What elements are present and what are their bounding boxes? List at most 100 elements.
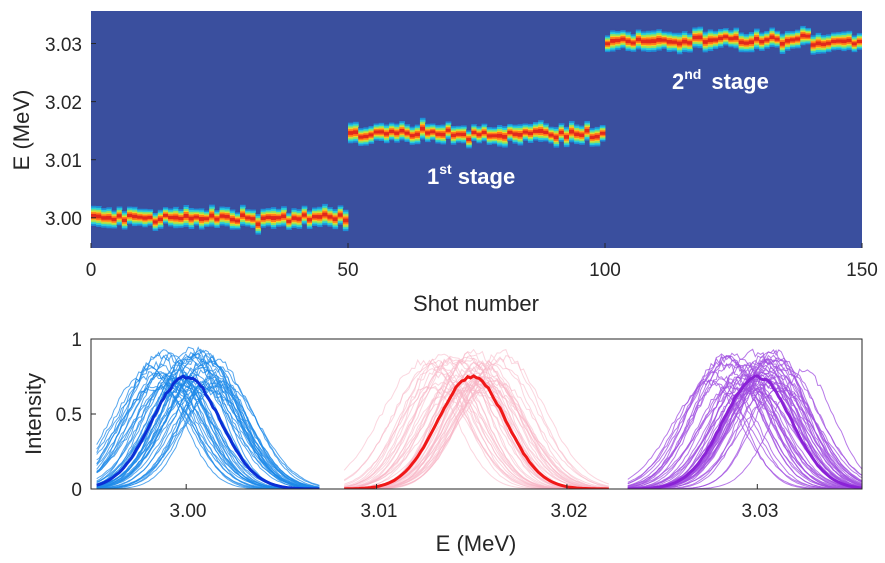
heatmap-cell bbox=[383, 137, 390, 139]
heatmap-cell bbox=[455, 138, 462, 140]
heatmap-cell bbox=[116, 211, 123, 213]
heatmap-cell bbox=[707, 42, 714, 45]
heatmap-cell bbox=[774, 29, 781, 31]
heatmap-cell bbox=[198, 225, 205, 227]
heatmap-cell bbox=[605, 47, 611, 50]
heatmap-cell bbox=[661, 36, 668, 38]
heatmap-cell bbox=[389, 127, 395, 130]
heatmap-cell bbox=[512, 134, 519, 136]
heatmap-cell bbox=[240, 209, 246, 211]
heatmap-cell bbox=[656, 33, 662, 36]
heatmap-cell bbox=[204, 224, 210, 227]
heatmap-cell bbox=[101, 218, 107, 220]
heatmap-cell bbox=[91, 206, 97, 208]
heatmap-cell bbox=[440, 129, 447, 131]
heatmap-cell bbox=[471, 135, 477, 138]
heatmap-cell bbox=[286, 211, 292, 213]
heatmap-cell bbox=[178, 215, 184, 217]
heatmap-cell bbox=[743, 46, 750, 48]
heatmap-cell bbox=[209, 217, 215, 219]
heatmap-cell bbox=[815, 40, 822, 42]
heatmap-cell bbox=[96, 223, 102, 225]
heatmap-cell bbox=[142, 210, 148, 213]
heatmap-cell bbox=[399, 131, 405, 133]
heatmap-cell bbox=[563, 126, 570, 128]
heatmap-cell bbox=[512, 143, 519, 145]
heatmap-cell bbox=[281, 222, 287, 224]
heatmap-cell bbox=[317, 210, 323, 212]
heatmap-cell bbox=[147, 220, 154, 222]
heatmap-cell bbox=[569, 136, 575, 138]
heatmap-cell bbox=[769, 45, 776, 47]
heatmap-cell bbox=[291, 217, 297, 220]
heatmap-cell bbox=[671, 46, 678, 49]
heatmap-cell bbox=[152, 219, 159, 222]
heatmap-cell bbox=[425, 132, 431, 134]
heatmap-cell bbox=[132, 214, 138, 216]
heatmap-cell bbox=[152, 220, 159, 222]
heatmap-cell bbox=[676, 34, 683, 36]
heatmap-cell bbox=[502, 134, 508, 136]
heatmap-cell bbox=[584, 124, 590, 127]
heatmap-cell bbox=[445, 127, 452, 129]
heatmap-cell bbox=[409, 136, 416, 139]
heatmap-cell bbox=[630, 49, 637, 51]
heatmap-cell bbox=[533, 123, 539, 125]
heatmap-cell bbox=[240, 207, 246, 209]
heatmap-cell bbox=[563, 129, 570, 131]
heatmap-cell bbox=[666, 31, 673, 33]
heatmap-cell bbox=[702, 42, 709, 44]
heatmap-cell bbox=[147, 211, 154, 213]
top-ytick-3.01: 3.01 bbox=[45, 151, 82, 172]
heatmap-cell bbox=[820, 37, 827, 39]
heatmap-cell bbox=[769, 31, 776, 33]
heatmap-cell bbox=[260, 226, 267, 228]
heatmap-cell bbox=[615, 41, 621, 43]
heatmap-cell bbox=[204, 211, 210, 213]
heatmap-cell bbox=[317, 208, 323, 210]
heatmap-cell bbox=[461, 139, 467, 141]
heatmap-cell bbox=[296, 215, 303, 218]
heatmap-cell bbox=[419, 128, 426, 130]
heatmap-cell bbox=[476, 138, 483, 140]
heatmap-cell bbox=[245, 218, 251, 220]
heatmap-cell bbox=[548, 126, 554, 128]
heatmap-cell bbox=[563, 130, 570, 132]
heatmap-cell bbox=[322, 219, 328, 222]
heatmap-cell bbox=[748, 39, 755, 42]
heatmap-cell bbox=[697, 26, 704, 28]
heatmap-cell bbox=[240, 218, 246, 221]
heatmap-cell bbox=[692, 33, 698, 35]
heatmap-cell bbox=[260, 227, 267, 229]
heatmap-cell bbox=[589, 142, 596, 144]
heatmap-cell bbox=[394, 129, 400, 131]
heatmap-cell bbox=[425, 125, 431, 127]
heatmap-cell bbox=[91, 221, 97, 224]
heatmap-cell bbox=[682, 42, 688, 44]
heatmap-cell bbox=[810, 36, 817, 38]
heatmap-cell bbox=[106, 217, 112, 219]
heatmap-cell bbox=[353, 129, 359, 131]
heatmap-cell bbox=[353, 134, 359, 137]
heatmap-cell bbox=[702, 41, 709, 43]
heatmap-cell bbox=[738, 50, 745, 52]
heatmap-cell bbox=[229, 211, 236, 214]
heatmap-cell bbox=[394, 123, 400, 125]
heatmap-cell bbox=[476, 137, 483, 139]
heatmap-cell bbox=[584, 139, 590, 141]
heatmap-cell bbox=[455, 129, 462, 131]
heatmap-cell bbox=[337, 211, 344, 213]
heatmap-cell bbox=[769, 26, 776, 28]
heatmap-cell bbox=[522, 127, 529, 129]
heatmap-cell bbox=[584, 132, 590, 134]
heatmap-cell bbox=[671, 36, 678, 38]
heatmap-cell bbox=[132, 222, 138, 224]
heatmap-cell bbox=[574, 138, 580, 140]
heatmap-cell bbox=[733, 37, 740, 39]
heatmap-cell bbox=[137, 224, 143, 226]
heatmap-cell bbox=[378, 138, 385, 140]
heatmap-cell bbox=[497, 136, 503, 138]
heatmap-cell bbox=[188, 209, 195, 211]
heatmap-cell bbox=[718, 34, 724, 36]
heatmap-cell bbox=[394, 122, 400, 124]
